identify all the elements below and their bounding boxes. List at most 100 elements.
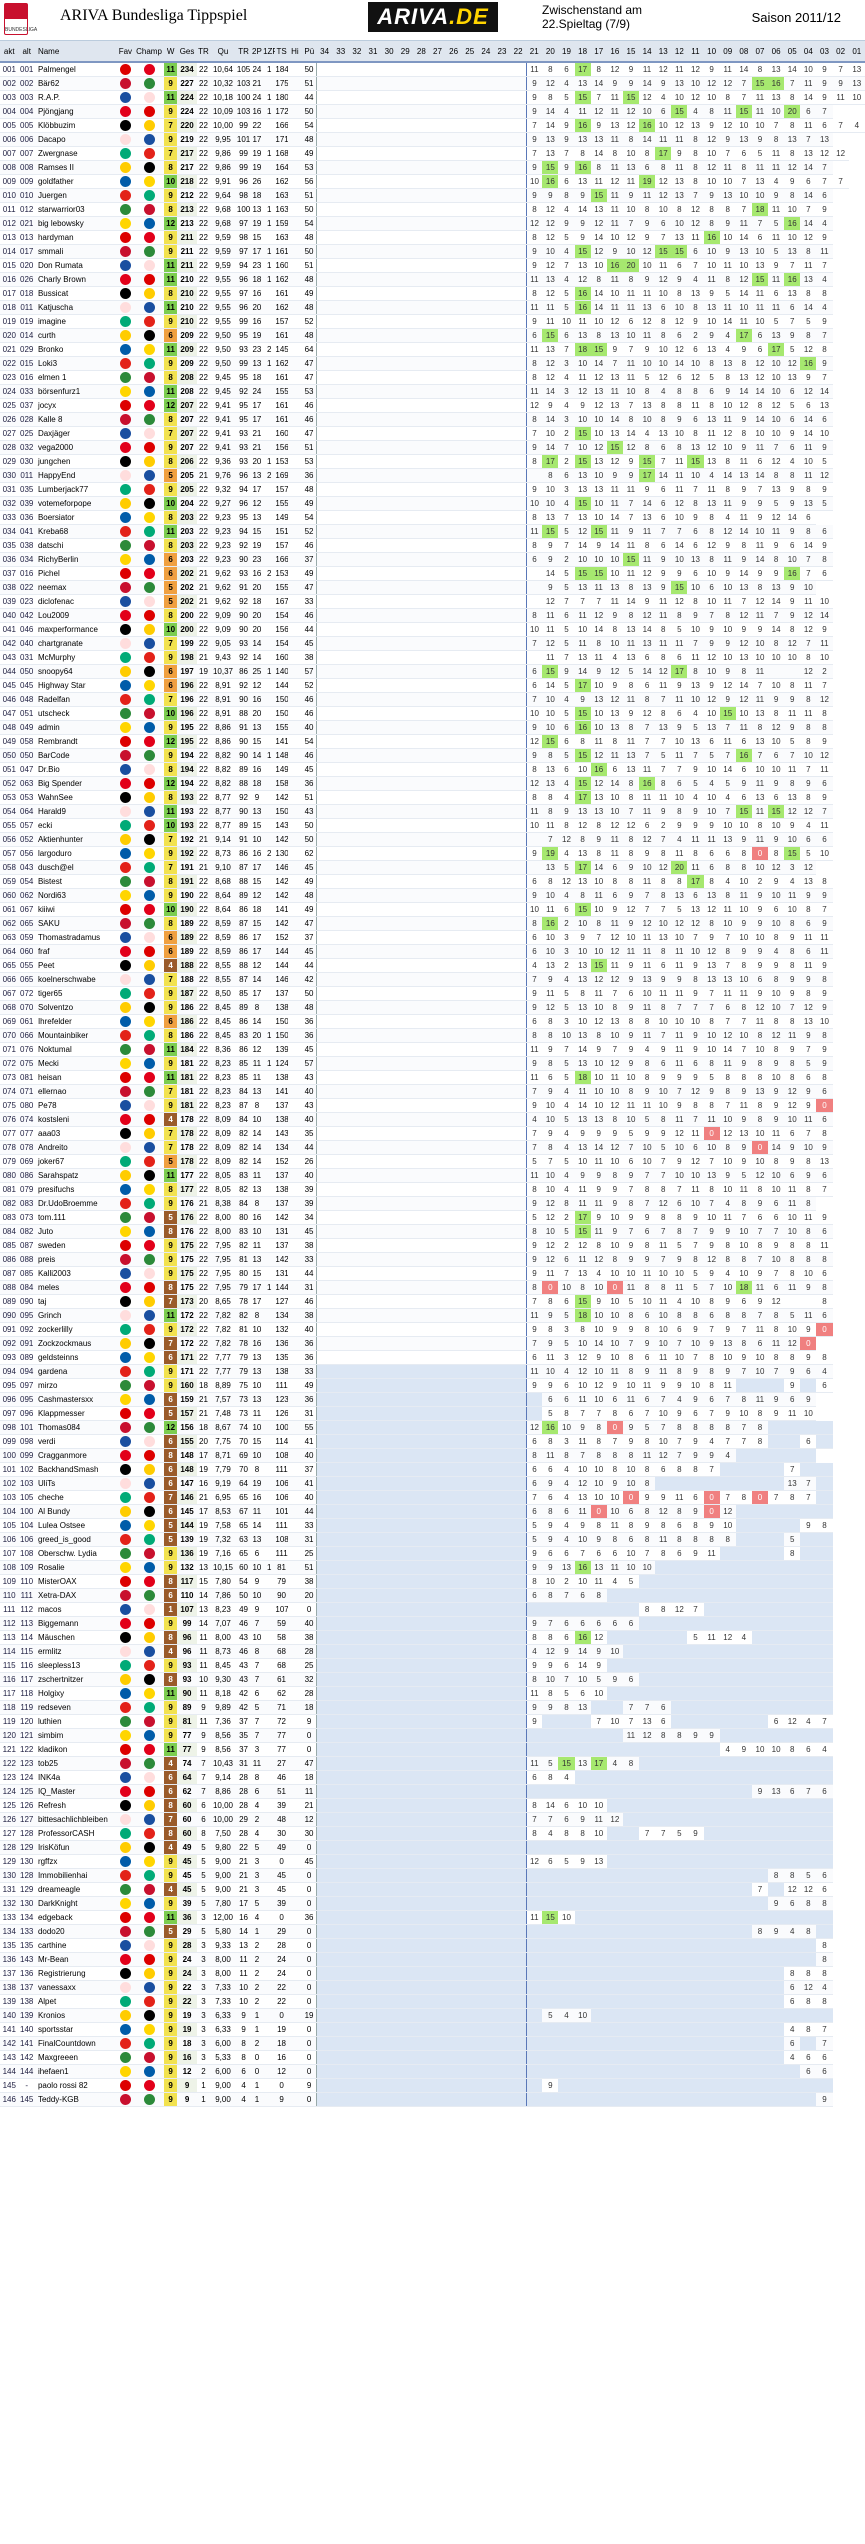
player-name-link[interactable]: Ramses II (34, 160, 118, 175)
player-name-link[interactable]: sweden (34, 1238, 118, 1253)
player-name-link[interactable]: ecki (34, 818, 118, 833)
player-name-link[interactable]: Juto (34, 1224, 118, 1239)
player-name-link[interactable]: McMurphy (34, 650, 118, 665)
player-name-link[interactable]: meles (34, 1280, 118, 1295)
table-row[interactable]: 035 038 datschi 8 203 22 9,23 92 19 157 46 8 9 7 14 9 14… (0, 538, 865, 553)
player-name-link[interactable]: RichyBerlin (34, 552, 118, 567)
player-name-link[interactable]: Highway Star (34, 678, 118, 693)
column-header-1[interactable]: alt (18, 41, 35, 63)
player-name-link[interactable]: taj (34, 1294, 118, 1309)
table-row[interactable]: 083 073 tom.111 5 176 22 8,00 80 16 142 34 5 12 2 17 9 1… (0, 1210, 865, 1225)
column-header-27[interactable]: 22 (510, 41, 527, 63)
table-row[interactable]: 090 095 Grinch 11 172 22 7,82 82 8 134 38 11 9 5 18 10 1… (0, 1308, 865, 1323)
table-row[interactable]: 029 030 jungchen 8 206 22 9,36 93 20 1 153 53 8 17 2 15… (0, 454, 865, 469)
table-row[interactable]: 015 020 Don Rumata 11 211 22 9,59 94 23 1 160 51 9 12… (0, 258, 865, 273)
table-row[interactable]: 064 060 fraf 6 189 22 8,59 86 17 144 45 6 10 3 10 10 12 1… (0, 944, 865, 959)
table-row[interactable]: 005 005 Klöbbuzim 7 220 22 10,00 99 22 166 54 7 14 9 1… (0, 118, 865, 133)
column-header-33[interactable]: 16 (606, 41, 623, 63)
column-header-34[interactable]: 15 (622, 41, 640, 63)
column-header-35[interactable]: 14 (639, 41, 656, 63)
table-row[interactable]: 012 021 big lebowsky 12 213 22 9,68 97 19 1 159 54 1… (0, 216, 865, 231)
table-row[interactable]: 044 050 snoopy64 6 197 19 10,37 86 25 1 140 57 6 15 9 1… (0, 664, 865, 679)
player-name-link[interactable]: R.A.P. (34, 90, 118, 105)
column-header-21[interactable]: 28 (413, 41, 430, 63)
table-row[interactable]: 065 055 Peet 4 188 22 8,55 88 12 144 44 4 13 2 13 15 11 9… (0, 958, 865, 973)
column-header-7[interactable]: TR (197, 41, 210, 63)
table-row[interactable]: 087 085 Kalli2003 9 175 22 7,95 80 15 131 44 9 11 7 13… (0, 1266, 865, 1281)
table-row[interactable]: 077 077 aaa03 7 178 22 8,09 82 14 143 35 7 9 4 9 9 9 5 9 9 1… (0, 1126, 865, 1141)
table-row[interactable]: 085 087 sweden 9 175 22 7,95 82 11 137 38 9 12 2 12 8 10… (0, 1238, 865, 1253)
table-row[interactable]: 075 080 Pe78 9 181 22 8,23 87 8 137 43 9 10 4 14 10 12 11… (0, 1098, 865, 1113)
column-header-25[interactable]: 24 (477, 41, 494, 63)
player-name-link[interactable]: neemax (34, 580, 118, 595)
table-row[interactable]: 042 040 chartgranate 7 199 22 9,05 93 14 154 45 7 12… (0, 636, 865, 651)
player-name-link[interactable]: jungchen (34, 454, 118, 469)
player-name-link[interactable]: Juergen (34, 188, 118, 203)
column-header-24[interactable]: 25 (461, 41, 478, 63)
player-name-link[interactable]: curth (34, 328, 118, 343)
column-header-42[interactable]: 07 (751, 41, 769, 63)
player-name-link[interactable]: votemeforpope (34, 496, 118, 511)
column-header-36[interactable]: 13 (655, 41, 672, 63)
column-header-38[interactable]: 11 (687, 41, 704, 63)
player-name-link[interactable]: tom.111 (34, 1210, 118, 1225)
player-name-link[interactable]: Peet (34, 958, 118, 973)
column-header-0[interactable]: akt (0, 41, 19, 63)
column-header-43[interactable]: 06 (768, 41, 785, 63)
player-name-link[interactable]: admin (34, 720, 118, 735)
player-name-link[interactable]: Bronko (34, 342, 118, 357)
player-name-link[interactable]: Bär62 (34, 76, 118, 91)
table-row[interactable]: 058 043 dusch@el 7 191 21 9,10 87 17 146 45 13 5 17 14… (0, 860, 865, 875)
column-header-39[interactable]: 10 (703, 41, 720, 63)
table-row[interactable]: 003 003 R.A.P. 11 224 22 10,18 100 24 1 180 44 9 8 5 15… (0, 90, 865, 105)
table-row[interactable]: 079 069 joker67 5 178 22 8,09 82 14 152 26 5 7 5 10 11 1… (0, 1154, 865, 1169)
table-row[interactable]: 081 079 presifuchs 8 177 22 8,05 82 13 138 39 8 10 4 1… (0, 1182, 865, 1197)
table-row[interactable]: 076 074 kostsleni 4 178 22 8,09 84 10 138 40 4 10 5 13… (0, 1112, 865, 1127)
player-name-link[interactable]: joker67 (34, 1154, 118, 1169)
column-header-8[interactable]: Qu (209, 41, 237, 63)
player-name-link[interactable]: kiiiwi (34, 902, 118, 917)
player-name-link[interactable]: Thomastradamus (34, 930, 118, 945)
table-row[interactable]: 047 051 utscheck 10 196 22 8,91 88 20 150 46 10 10 5 1… (0, 706, 865, 721)
player-name-link[interactable]: zockerlilly (34, 1322, 118, 1337)
player-name-link[interactable]: Lumberjack77 (34, 482, 118, 497)
column-header-15[interactable]: 34 (316, 41, 333, 63)
player-name-link[interactable]: Pe78 (34, 1098, 118, 1113)
table-row[interactable]: 091 092 zockerlilly 9 172 22 7,82 81 10 132 40 9 8 3 8… (0, 1322, 865, 1337)
player-name-link[interactable]: Dacapo (34, 132, 118, 147)
player-name-link[interactable]: Pichel (34, 566, 118, 581)
player-name-link[interactable]: Kreba68 (34, 524, 118, 539)
player-name-link[interactable]: Cashmastersxx (34, 1392, 118, 1407)
player-name-link[interactable]: datschi (34, 538, 118, 553)
player-name-link[interactable]: Rembrandt (34, 734, 118, 749)
player-name-link[interactable]: smmali (34, 244, 118, 259)
player-name-link[interactable]: Don Rumata (34, 258, 118, 273)
player-name-link[interactable]: presifuchs (34, 1182, 118, 1197)
player-name-link[interactable]: utscheck (34, 706, 118, 721)
table-row[interactable]: 020 014 curth 6 209 22 9,50 95 19 161 48 6 15 6 13 8 13 1… (0, 328, 865, 343)
table-row[interactable]: 033 036 Boersiator 8 203 22 9,23 95 13 149 54 8 13 7 1… (0, 510, 865, 525)
player-name-link[interactable]: WahnSee (34, 790, 118, 805)
table-row[interactable]: 034 041 Kreba68 11 203 22 9,23 94 15 151 52 11 15 5 12… (0, 524, 865, 539)
column-header-10[interactable]: 2P (250, 41, 264, 63)
table-row[interactable]: 048 049 admin 9 195 22 8,86 91 13 155 40 9 10 6 16 10 13… (0, 720, 865, 735)
player-name-link[interactable]: Zwergnase (34, 146, 118, 161)
column-header-44[interactable]: 05 (784, 41, 801, 63)
column-header-22[interactable]: 27 (429, 41, 446, 63)
player-name-link[interactable]: Daxjäger (34, 426, 118, 441)
table-row[interactable]: 060 062 Nordi63 9 190 22 8,64 89 12 142 48 9 10 4 8 11 6… (0, 888, 865, 903)
player-name-link[interactable]: Kalle 8 (34, 412, 118, 427)
table-row[interactable]: 097 096 Klappmesser 5 157 21 7,48 73 11 126 31 5 8 7 7… (0, 1406, 865, 1421)
column-header-18[interactable]: 31 (364, 41, 382, 63)
table-row[interactable]: 046 048 Radelfan 7 196 22 8,91 90 16 150 46 7 10 4 9 13… (0, 692, 865, 707)
player-name-link[interactable]: hardyman (34, 230, 118, 245)
table-row[interactable]: 038 022 neemax 5 202 21 9,62 91 20 155 47 9 5 13 11 13 8… (0, 580, 865, 595)
column-header-23[interactable]: 26 (445, 41, 462, 63)
table-row[interactable]: 010 010 Juergen 9 212 22 9,64 98 18 163 51 9 9 8 9 15 11… (0, 188, 865, 203)
player-name-link[interactable]: fraf (34, 944, 118, 959)
column-header-12[interactable]: TS (275, 41, 288, 63)
player-name-link[interactable]: koelnerschwabe (34, 972, 118, 987)
table-row[interactable]: 098 101 Thomas084 12 156 18 8,67 74 10 100 55 12 16 1… (0, 1420, 865, 1435)
table-row[interactable]: 093 089 geldsteinns 6 171 22 7,77 79 13 135 36 6 11 3… (0, 1350, 865, 1365)
player-name-link[interactable]: Andreito (34, 1140, 118, 1155)
